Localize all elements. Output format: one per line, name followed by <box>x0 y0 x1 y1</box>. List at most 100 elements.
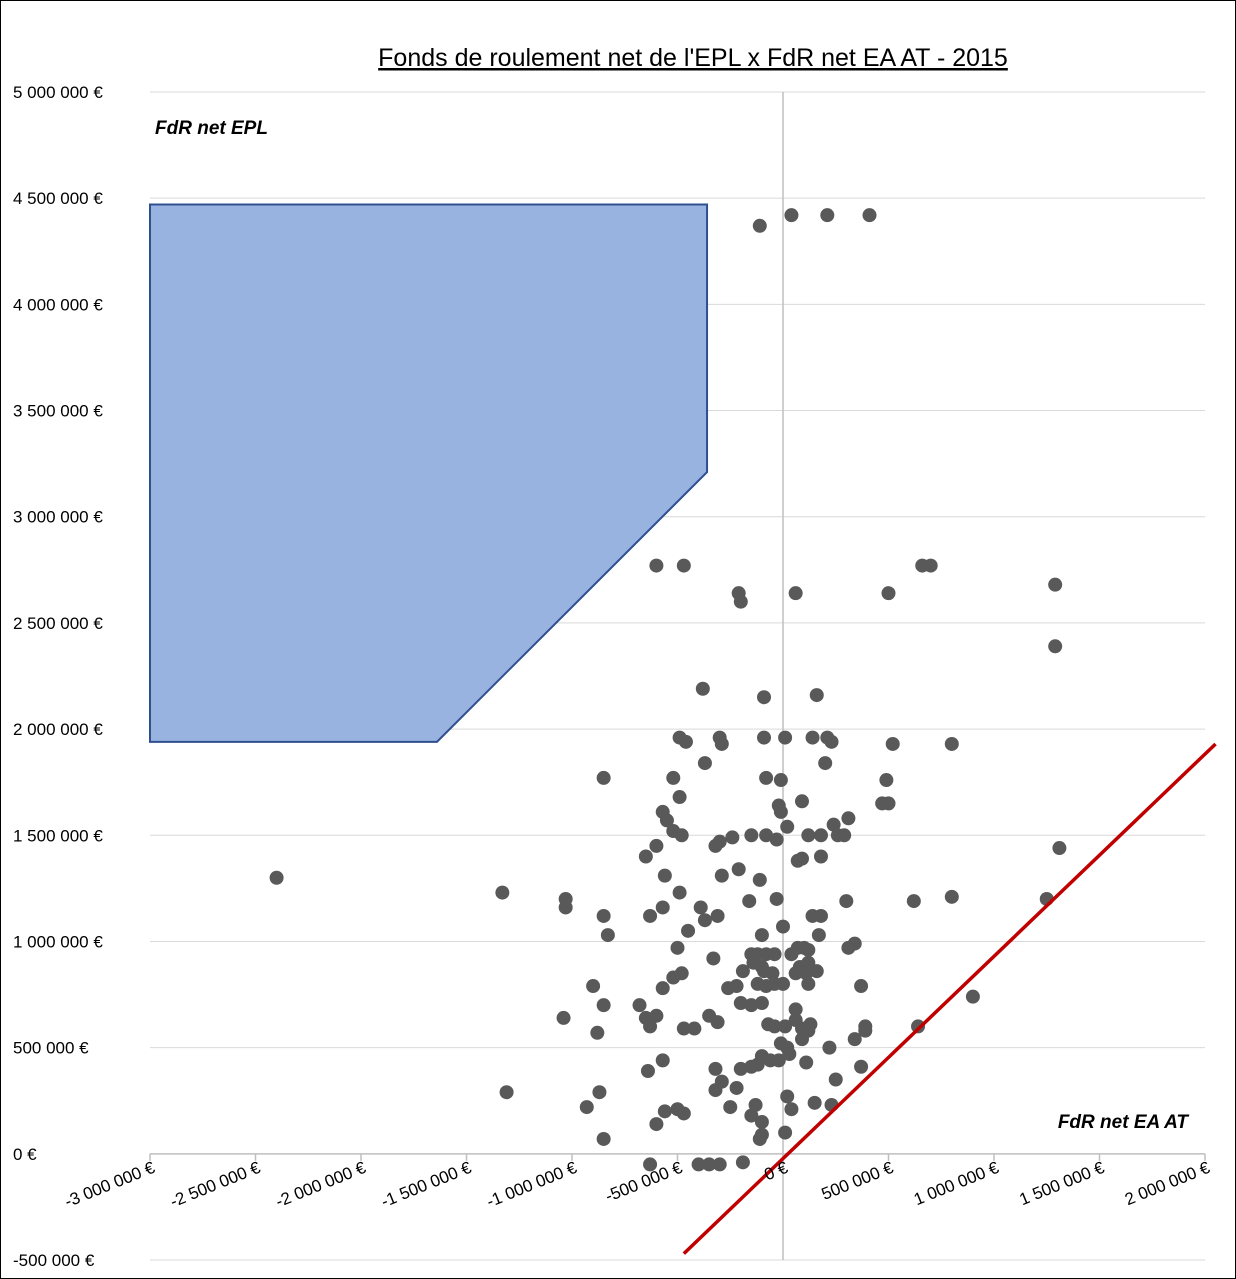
data-point <box>906 894 921 909</box>
data-point <box>841 811 856 826</box>
data-point <box>754 1114 769 1129</box>
data-point <box>862 208 877 223</box>
data-point <box>744 998 759 1013</box>
y-axis-label: FdR net EPL <box>155 118 268 139</box>
data-point <box>695 681 710 696</box>
x-tick-label: -2 000 000 € <box>273 1158 369 1212</box>
data-point <box>632 998 647 1013</box>
data-point <box>643 1157 658 1172</box>
data-point <box>767 947 782 962</box>
data-point <box>269 870 284 885</box>
data-point <box>596 908 611 923</box>
y-tick-label: 2 500 000 € <box>13 614 103 633</box>
data-point <box>710 1015 725 1030</box>
data-point <box>681 923 696 938</box>
data-point <box>759 770 774 785</box>
data-point <box>944 736 959 751</box>
data-point <box>811 928 826 943</box>
data-point <box>714 868 729 883</box>
y-tick-label: 0 € <box>13 1145 37 1164</box>
x-tick-label: 1 000 000 € <box>911 1158 1002 1209</box>
data-point <box>771 1053 786 1068</box>
data-point <box>807 1095 822 1110</box>
x-tick-label: 500 000 € <box>819 1158 897 1204</box>
data-point <box>847 1032 862 1047</box>
data-point <box>712 1157 727 1172</box>
data-point <box>765 966 780 981</box>
data-point <box>828 1072 843 1087</box>
data-point <box>676 1021 691 1036</box>
data-point <box>801 942 816 957</box>
data-point <box>735 1155 750 1170</box>
y-tick-label: 4 500 000 € <box>13 189 103 208</box>
data-point <box>678 734 693 749</box>
y-tick-label: 3 500 000 € <box>13 402 103 421</box>
data-point <box>729 979 744 994</box>
y-tick-label: 1 500 000 € <box>13 826 103 845</box>
data-point <box>714 736 729 751</box>
data-point <box>780 819 795 834</box>
data-point <box>657 868 672 883</box>
reference-line <box>682 742 1217 1255</box>
data-point <box>579 1100 594 1115</box>
data-point <box>752 872 767 887</box>
data-point <box>558 900 573 915</box>
x-tick-label: 0 € <box>761 1158 791 1185</box>
data-point <box>923 558 938 573</box>
data-point <box>655 1053 670 1068</box>
data-point <box>752 1131 767 1146</box>
data-point <box>759 828 774 843</box>
data-point <box>813 849 828 864</box>
data-point <box>708 1061 723 1076</box>
data-point <box>778 1019 793 1034</box>
data-point <box>854 979 869 994</box>
data-point <box>723 1100 738 1115</box>
data-point <box>818 756 833 771</box>
data-point <box>693 900 708 915</box>
data-point <box>757 690 772 705</box>
data-point <box>590 1025 605 1040</box>
y-tick-label: 3 000 000 € <box>13 508 103 527</box>
data-point <box>687 1021 702 1036</box>
data-point <box>778 730 793 745</box>
data-point <box>757 730 772 745</box>
data-point <box>801 976 816 991</box>
data-point <box>794 1032 809 1047</box>
y-tick-label: 1 000 000 € <box>13 932 103 951</box>
data-point <box>788 586 803 601</box>
x-tick-label: -2 500 000 € <box>167 1158 263 1212</box>
data-point <box>881 796 896 811</box>
data-point <box>784 1102 799 1117</box>
data-points <box>269 208 1067 1172</box>
x-axis-label: FdR net EA AT <box>1058 1112 1190 1133</box>
data-point <box>643 908 658 923</box>
data-point <box>714 1074 729 1089</box>
data-point <box>776 976 790 991</box>
highlight-zone-group <box>149 203 709 743</box>
data-point <box>784 208 799 223</box>
data-point <box>782 1047 797 1062</box>
data-point <box>911 1019 926 1034</box>
data-point <box>799 1055 814 1070</box>
highlight-zone <box>149 203 709 743</box>
data-point <box>706 951 721 966</box>
data-point <box>826 817 841 832</box>
data-point <box>854 1059 869 1074</box>
y-tick-label: 5 000 000 € <box>13 83 103 102</box>
data-point <box>649 1117 664 1132</box>
x-tick-label: 1 500 000 € <box>1017 1158 1108 1209</box>
data-point <box>649 558 664 573</box>
data-point <box>944 889 959 904</box>
data-point <box>809 964 824 979</box>
data-point <box>655 981 670 996</box>
y-tick-label: 500 000 € <box>13 1039 89 1058</box>
y-tick-label: 2 000 000 € <box>13 720 103 739</box>
data-point <box>592 1085 607 1100</box>
data-point <box>965 989 980 1004</box>
data-point <box>697 913 712 928</box>
x-tick-label: -1 500 000 € <box>378 1158 474 1212</box>
data-point <box>657 1104 672 1119</box>
data-point <box>820 208 835 223</box>
data-point <box>809 688 824 703</box>
data-point <box>837 828 852 843</box>
